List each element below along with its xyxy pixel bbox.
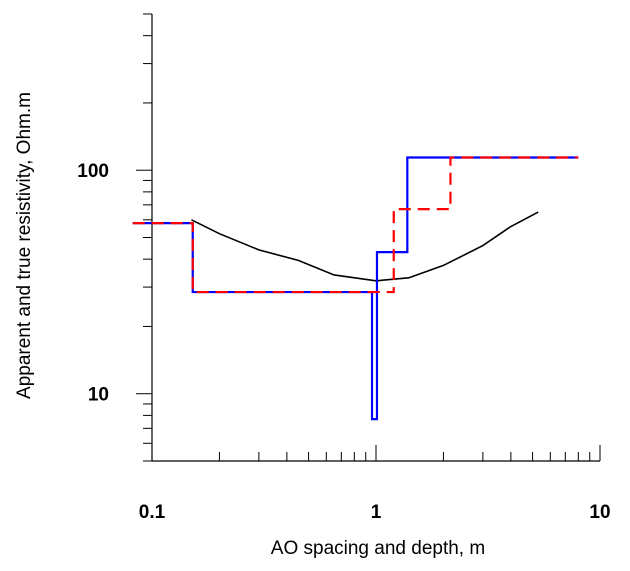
y-axis-title: Apparent and true resistivity, Ohm.m — [14, 92, 35, 399]
x-tick-label: 10 — [589, 502, 610, 523]
series-blue-steps — [132, 156, 579, 421]
x-axis-title: AO spacing and depth, m — [271, 538, 485, 559]
y-tick-label: 100 — [77, 161, 109, 182]
x-tick-label: 0.1 — [139, 502, 166, 523]
x-tick-label: 1 — [371, 502, 382, 523]
series-black-curve — [191, 211, 539, 282]
data-series — [132, 156, 579, 421]
y-tick-label: 10 — [88, 385, 109, 406]
axes: 0.1 1 10 10 100 — [77, 13, 611, 523]
series-red-dashed-steps — [132, 156, 579, 294]
